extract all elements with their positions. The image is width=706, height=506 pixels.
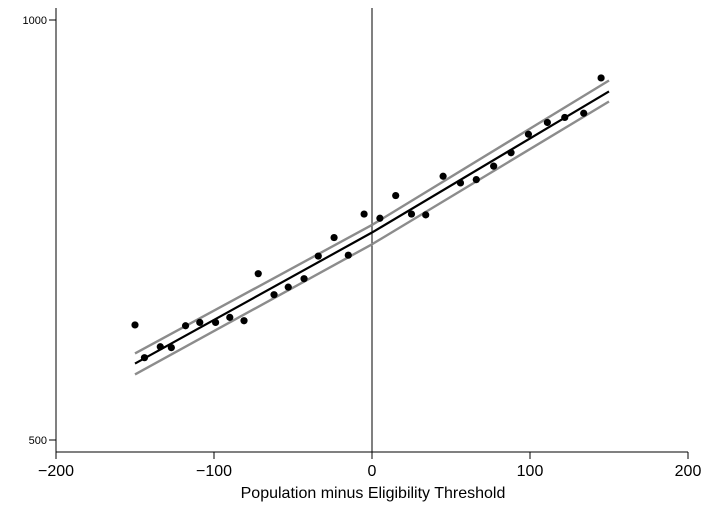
data-point <box>472 176 480 184</box>
data-point <box>456 179 465 187</box>
ci-upper-line <box>134 223 373 355</box>
data-point <box>181 322 190 330</box>
data-point <box>314 252 322 260</box>
data-point <box>543 118 551 127</box>
data-point <box>196 318 204 326</box>
data-point <box>344 251 352 259</box>
scatter-points <box>131 74 605 362</box>
fit-line <box>371 90 610 234</box>
x-tick-label: 100 <box>517 463 544 480</box>
data-point <box>490 162 498 170</box>
y-tick-label: 1000 <box>23 15 47 27</box>
data-point <box>226 313 234 321</box>
data-point <box>140 354 149 362</box>
data-point <box>580 109 588 117</box>
data-point <box>156 343 164 351</box>
data-point <box>330 233 338 242</box>
ci-upper-line <box>371 79 610 226</box>
data-point <box>597 74 605 82</box>
data-point <box>167 344 175 352</box>
data-point <box>284 283 292 291</box>
data-point <box>407 210 416 218</box>
data-point <box>360 210 368 218</box>
axes: −200 −100 0 100 200 500 1000 <box>23 8 702 480</box>
x-axis-title: Population minus Eligibility Threshold <box>241 485 506 502</box>
data-point <box>422 211 430 219</box>
data-point <box>211 318 220 326</box>
data-point <box>439 172 447 180</box>
fit-lines <box>134 79 610 376</box>
x-tick-label: −200 <box>38 463 74 480</box>
x-tick-label: 0 <box>368 463 377 480</box>
data-point <box>254 270 262 278</box>
ci-lower-line <box>371 100 610 246</box>
data-point <box>270 291 278 299</box>
fit-line <box>134 231 373 365</box>
y-tick-label: 500 <box>29 435 47 447</box>
ci-lower-line <box>134 243 373 376</box>
data-point <box>131 321 139 329</box>
data-point <box>376 214 384 222</box>
x-tick-label: −100 <box>196 463 232 480</box>
data-point <box>240 317 248 325</box>
data-point <box>561 113 569 122</box>
data-point <box>524 130 533 138</box>
x-tick-label: 200 <box>675 463 702 480</box>
data-point <box>300 275 308 283</box>
data-point <box>507 149 515 157</box>
data-point <box>392 191 400 200</box>
